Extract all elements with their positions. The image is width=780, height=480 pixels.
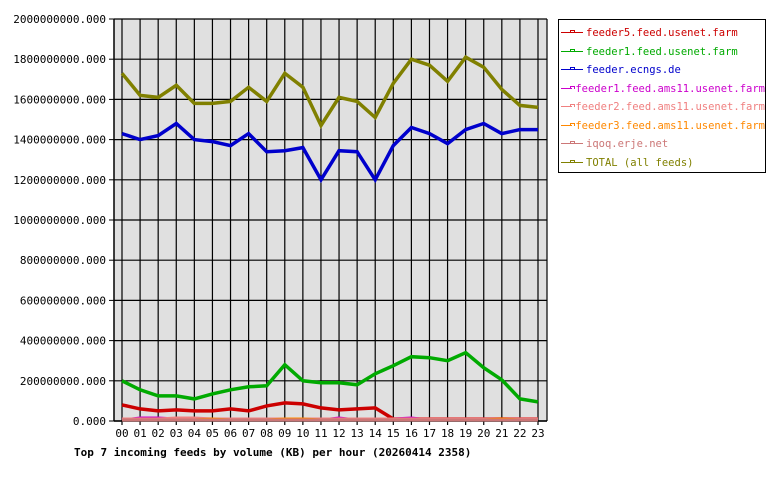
legend-label: feeder1.feed.usenet.farm [586,45,738,58]
x-tick-label: 08 [260,427,273,440]
y-tick-label: 800000000.000 [20,254,106,267]
series-line-1 [121,350,539,404]
legend-item: feeder.ecngs.de [561,61,765,80]
legend-item: feeder1.feed.ams11.usenet.farm [561,80,765,99]
x-tick-label: 10 [296,427,309,440]
x-tick-label: 09 [278,427,291,440]
y-tick-label: 1200000000.000 [13,174,106,187]
legend-item: feeder1.feed.usenet.farm [561,43,765,62]
legend-swatch-icon [561,47,583,57]
legend-label: feeder1.feed.ams11.usenet.farm [575,82,765,95]
chart-title: Top 7 incoming feeds by volume (KB) per … [74,446,471,459]
x-tick-label: 16 [405,427,418,440]
y-tick-label: 1600000000.000 [13,93,106,106]
x-tick-label: 00 [115,427,128,440]
legend-swatch-icon [561,139,583,149]
legend-item: feeder2.feed.ams11.usenet.farm [561,98,765,117]
legend-label: feeder.ecngs.de [586,64,681,77]
x-tick-label: 01 [133,427,146,440]
x-tick-label: 04 [188,427,202,440]
legend-swatch-icon [561,121,575,131]
x-tick-label: 22 [513,427,526,440]
x-tick-label: 20 [477,427,490,440]
x-tick-label: 02 [152,427,165,440]
x-tick-label: 23 [531,427,544,440]
y-tick-label: 400000000.000 [20,335,106,348]
x-tick-label: 03 [170,427,183,440]
x-tick-label: 19 [459,427,472,440]
legend-item: feeder3.feed.ams11.usenet.farm [561,117,765,136]
legend-item: feeder5.feed.usenet.farm [561,24,765,43]
legend-label: TOTAL (all feeds) [586,156,694,169]
series-line-2 [121,121,538,184]
legend-swatch-icon [561,28,583,38]
legend-item: iqoq.erje.net [561,135,765,154]
x-tick-label: 11 [314,427,327,440]
x-tick-label: 07 [242,427,255,440]
legend-label: iqoq.erje.net [586,138,669,151]
y-tick-label: 2000000000.000 [13,13,106,26]
legend-label: feeder3.feed.ams11.usenet.farm [575,119,765,132]
legend-swatch-icon [561,158,583,168]
legend-swatch-icon [561,84,575,94]
legend: feeder5.feed.usenet.farm feeder1.feed.use… [558,19,766,173]
series-lines [120,54,539,422]
x-tick-label: 21 [495,427,508,440]
legend-item: TOTAL (all feeds) [561,154,765,173]
y-tick-label: 1400000000.000 [13,134,106,147]
y-tick-label: 600000000.000 [20,294,106,307]
x-tick-label: 18 [441,427,454,440]
legend-label: feeder5.feed.usenet.farm [586,27,738,40]
y-tick-label: 1800000000.000 [13,53,106,66]
x-tick-label: 17 [423,427,436,440]
x-tick-label: 05 [206,427,219,440]
x-tick-label: 14 [369,427,383,440]
grid-lines [114,18,548,425]
x-tick-label: 06 [224,427,237,440]
legend-swatch-icon [561,102,575,112]
x-tick-label: 13 [351,427,364,440]
series-line-7 [120,54,539,130]
x-tick-label: 15 [387,427,400,440]
y-tick-label: 200000000.000 [20,375,106,388]
y-tick-label: 0.000 [73,415,106,428]
legend-label: feeder2.feed.ams11.usenet.farm [575,101,765,114]
y-tick-label: 1000000000.000 [13,214,106,227]
legend-swatch-icon [561,65,583,75]
x-tick-label: 12 [332,427,345,440]
y-axis: 0.000 200000000.000 400000000.000 600000000… [13,13,115,428]
x-axis: 00 01 02 03 04 05 06 07 08 09 10 11 12 13 14 15 16 17 18 19… [114,420,547,440]
